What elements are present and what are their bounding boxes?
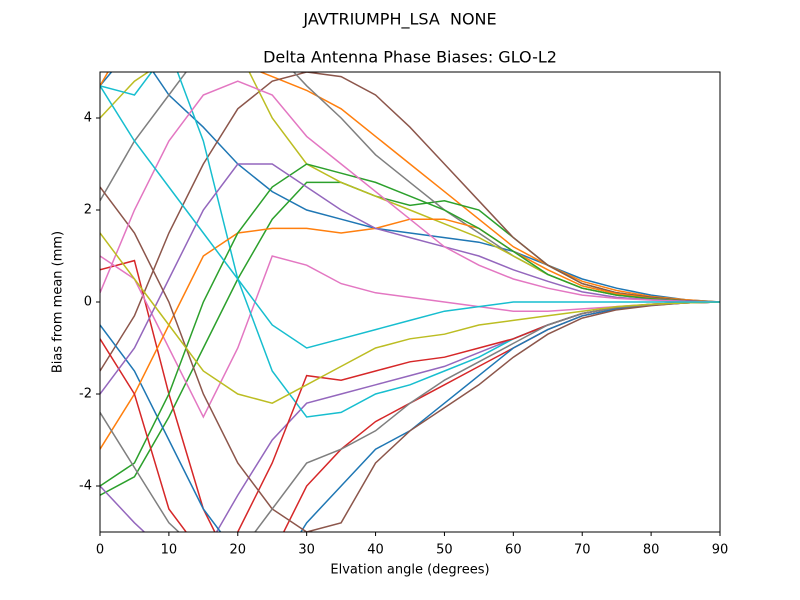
y-tick-label: 4 <box>84 111 92 126</box>
y-tick-label: -4 <box>79 479 92 494</box>
x-tick-label: 50 <box>436 543 453 558</box>
x-tick-label: 0 <box>96 543 104 558</box>
y-tick-label: 2 <box>84 203 92 218</box>
plot-area <box>100 72 720 532</box>
chart-title: Delta Antenna Phase Biases: GLO-L2 <box>263 48 557 67</box>
series-line <box>100 80 720 303</box>
x-tick-label: 30 <box>298 543 315 558</box>
series-line <box>100 72 720 303</box>
series-line <box>100 163 720 487</box>
x-tick-label: 60 <box>505 543 522 558</box>
y-tick-label: 0 <box>84 295 92 310</box>
x-tick-label: 20 <box>230 543 247 558</box>
series-line <box>100 72 720 303</box>
x-axis-label: Elvation angle (degrees) <box>330 563 489 578</box>
x-tick-label: 10 <box>161 543 178 558</box>
series-line <box>100 85 720 349</box>
suptitle: JAVTRIUMPH_LSA NONE <box>302 10 496 30</box>
series-line <box>100 186 720 532</box>
x-tick-label: 40 <box>367 543 384 558</box>
series-line <box>100 163 720 395</box>
series-line <box>100 232 720 405</box>
x-tick-label: 90 <box>712 543 729 558</box>
x-tick-label: 80 <box>643 543 660 558</box>
y-tick-label: -2 <box>79 387 92 402</box>
y-axis-label: Bias from mean (mm) <box>51 231 66 373</box>
series-line <box>100 301 720 532</box>
x-tick-label: 70 <box>574 543 591 558</box>
series-line <box>100 72 720 372</box>
